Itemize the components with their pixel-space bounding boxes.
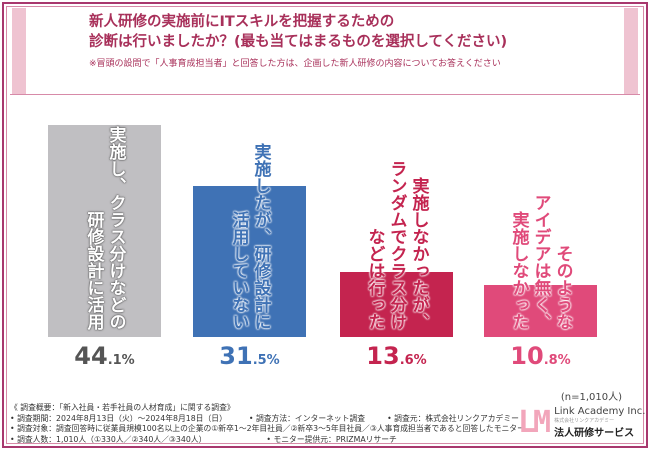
logo-service: 法人研修サービス xyxy=(554,428,635,439)
summary-organizer: • 調査元：株式会社リンクアカデミー xyxy=(387,413,519,423)
summary-period: • 調査期間：2024年8月13日（火）～2024年8月18日（日） xyxy=(10,413,227,423)
title-line-1: 新人研修の実施前にITスキルを把握するための xyxy=(89,14,395,30)
value-label-2: 31.5% xyxy=(193,342,306,370)
value-label-4: 10.8% xyxy=(484,342,597,370)
logo-name: Link Academy Inc. xyxy=(554,406,646,417)
logo-sub: 株式会社リンクアカデミー xyxy=(554,418,615,424)
value-integer: 44 xyxy=(74,342,108,370)
sample-size: (n=1,010人) xyxy=(560,392,622,403)
bar-label-column: 実施しなかった xyxy=(508,211,529,330)
bar-label-column: 実施しなかったが、 xyxy=(408,177,429,330)
bar-label-1: 実施し、クラス分けなどの 研修設計に活用 xyxy=(48,126,161,330)
bar-label-column: 実施したが、研修設計に xyxy=(250,143,271,330)
summary-count: • 調査人数：1,010人（①330人／②340人／③340人） xyxy=(10,434,207,444)
bar-4 xyxy=(484,285,597,337)
summary-target: • 調査対象：調査回答時に従業員規模100名以上の企業の①新卒1～2年目社員／②… xyxy=(10,424,525,433)
value-label-1: 44.1% xyxy=(48,342,161,370)
bar-label-column: 活用していない xyxy=(228,211,249,330)
bar-label-column: 実施し、クラス分けなどの xyxy=(105,126,126,330)
title-line-2: 診断は行いましたか？(最も当てはまるものを選択してください) xyxy=(89,34,508,50)
value-decimal: .6% xyxy=(399,353,427,368)
bar-3 xyxy=(340,271,453,337)
value-label-3: 13.6% xyxy=(340,342,453,370)
bar-label-column: そのような xyxy=(552,245,573,330)
bar-2 xyxy=(193,185,306,337)
left-accent xyxy=(12,8,26,94)
company-logo: LM Link Academy Inc. 株式会社リンクアカデミー 法人研修サー… xyxy=(518,405,645,440)
header-divider xyxy=(10,94,640,95)
bar-label-column: などは行った xyxy=(364,228,385,330)
bar-label-column: アイデアは無く、 xyxy=(530,194,551,330)
chart-note: ※冒頭の設問で「人事育成担当者」と回答した方は、企画した新人研修の内容についてお… xyxy=(89,59,501,69)
value-integer: 10 xyxy=(510,342,544,370)
logo-mark: LM xyxy=(518,405,551,440)
value-integer: 31 xyxy=(219,342,253,370)
bar-label-column: ランダムでクラス分け xyxy=(386,160,407,330)
value-decimal: .1% xyxy=(107,353,135,368)
value-decimal: .5% xyxy=(252,353,280,368)
bar-label-2: 実施したが、研修設計に 活用していない xyxy=(193,143,306,330)
bar-label-3: 実施しなかったが、 ランダムでクラス分け などは行った xyxy=(340,160,453,330)
summary-provider: • モニター提供元：PRIZMAリサーチ xyxy=(266,434,397,444)
bar-label-4: そのような アイデアは無く、 実施しなかった xyxy=(484,194,597,330)
value-decimal: .8% xyxy=(543,353,571,368)
survey-summary: 《 調査概要：「新入社員・若手社員の人材育成」に関する調査》 • 調査期間：20… xyxy=(10,403,525,445)
chart-title: 新人研修の実施前にITスキルを把握するための 診断は行いましたか？(最も当てはま… xyxy=(89,12,507,52)
bar-label-column: 研修設計に活用 xyxy=(83,211,104,330)
value-integer: 13 xyxy=(366,342,400,370)
inner-frame xyxy=(6,6,644,444)
summary-heading: 《 調査概要：「新入社員・若手社員の人材育成」に関する調査》 xyxy=(10,403,235,412)
bar-1 xyxy=(48,125,161,337)
summary-method: • 調査方法：インターネット調査 xyxy=(248,413,366,423)
right-accent xyxy=(624,8,638,94)
